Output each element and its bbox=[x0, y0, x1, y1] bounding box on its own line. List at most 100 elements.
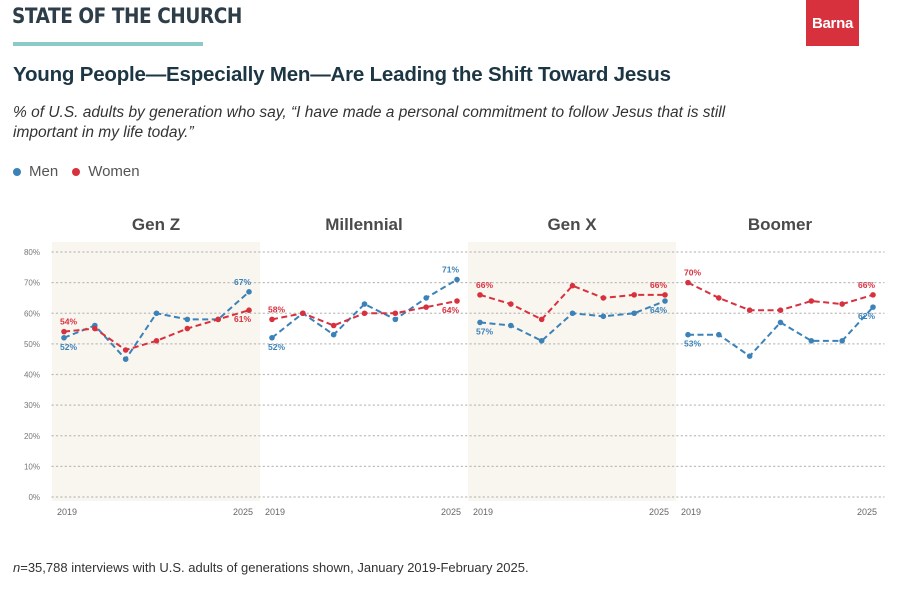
data-point-men bbox=[423, 295, 429, 301]
data-label-start-women: 54% bbox=[60, 317, 77, 327]
x-tick-label: 2019 bbox=[681, 507, 701, 517]
data-point-women bbox=[538, 316, 545, 323]
data-point-women bbox=[777, 307, 784, 313]
data-point-men bbox=[361, 301, 368, 307]
data-point-women bbox=[662, 292, 668, 298]
footnote: n=35,788 interviews with U.S. adults of … bbox=[13, 560, 529, 575]
data-label-end-men: 67% bbox=[234, 277, 251, 287]
data-point-men bbox=[269, 334, 275, 341]
data-point-women bbox=[569, 282, 576, 289]
data-point-men bbox=[631, 310, 637, 317]
series-line-women bbox=[687, 281, 874, 312]
data-label-end-men: 71% bbox=[442, 265, 459, 275]
chart-headline: Young People—Especially Men—Are Leading … bbox=[13, 63, 671, 86]
x-tick-label: 2025 bbox=[649, 507, 669, 517]
y-tick-label: 70% bbox=[24, 279, 40, 288]
y-tick-label: 50% bbox=[24, 340, 40, 349]
data-point-men bbox=[538, 338, 545, 344]
data-point-women bbox=[246, 307, 252, 313]
data-label-start-men: 52% bbox=[268, 342, 285, 352]
y-tick-label: 20% bbox=[24, 432, 40, 441]
data-point-women bbox=[61, 328, 67, 335]
data-point-men bbox=[662, 298, 668, 304]
data-point-men bbox=[122, 356, 129, 362]
data-label-end-women: 66% bbox=[650, 280, 667, 290]
data-point-women bbox=[423, 304, 429, 310]
barna-logo: Barna bbox=[806, 0, 859, 46]
data-point-men bbox=[746, 353, 753, 359]
footnote-n: n bbox=[13, 560, 21, 575]
x-tick-label: 2019 bbox=[473, 507, 493, 517]
data-label-end-men: 62% bbox=[858, 311, 875, 321]
series-line-men bbox=[271, 278, 458, 339]
y-tick-label: 30% bbox=[24, 401, 40, 410]
data-point-men bbox=[246, 289, 252, 295]
data-label-start-men: 57% bbox=[476, 326, 493, 336]
data-point-women bbox=[808, 298, 815, 304]
data-point-men bbox=[153, 310, 160, 317]
data-point-men bbox=[61, 334, 67, 341]
panel-shade-2 bbox=[468, 242, 676, 501]
y-tick-label: 80% bbox=[24, 248, 40, 257]
footnote-text: =35,788 interviews with U.S. adults of g… bbox=[20, 560, 529, 575]
data-point-women bbox=[215, 316, 221, 323]
data-point-women bbox=[746, 307, 753, 313]
chart-subtitle: % of U.S. adults by generation who say, … bbox=[13, 104, 726, 141]
data-point-men bbox=[777, 319, 784, 326]
legend-label-men: Men bbox=[29, 163, 59, 180]
panel-title: Gen Z bbox=[132, 215, 180, 234]
data-label-start-women: 70% bbox=[684, 268, 701, 278]
y-tick-label: 60% bbox=[24, 309, 40, 318]
data-point-men bbox=[870, 304, 876, 310]
data-label-end-women: 61% bbox=[234, 314, 251, 324]
data-point-women bbox=[454, 298, 460, 304]
data-label-start-men: 53% bbox=[684, 339, 701, 349]
legend-swatch-women bbox=[72, 167, 81, 176]
legend-item-men: Men bbox=[13, 163, 58, 180]
data-label-start-women: 58% bbox=[268, 304, 285, 314]
data-point-women bbox=[122, 347, 129, 353]
data-label-end-men: 64% bbox=[650, 305, 667, 315]
y-tick-label: 40% bbox=[24, 371, 40, 380]
data-point-women bbox=[300, 310, 306, 317]
data-point-men bbox=[330, 331, 337, 338]
data-label-start-men: 52% bbox=[60, 342, 77, 352]
y-tick-label: 10% bbox=[24, 462, 40, 471]
data-point-men bbox=[508, 322, 514, 329]
panel-title: Boomer bbox=[748, 215, 813, 234]
data-point-women bbox=[330, 322, 337, 329]
x-tick-label: 2025 bbox=[441, 507, 461, 517]
panel-title: Gen X bbox=[547, 215, 597, 234]
data-point-women bbox=[685, 279, 691, 286]
data-point-women bbox=[392, 310, 399, 317]
data-point-men bbox=[685, 331, 691, 338]
data-point-women bbox=[631, 292, 637, 298]
data-point-women bbox=[716, 295, 722, 301]
data-point-men bbox=[184, 316, 191, 323]
data-point-women bbox=[508, 301, 514, 307]
data-point-women bbox=[361, 310, 368, 317]
brand-underline bbox=[13, 42, 203, 46]
data-point-women bbox=[92, 325, 98, 332]
data-point-men bbox=[716, 331, 722, 338]
legend-item-women: Women bbox=[72, 163, 140, 180]
data-label-end-women: 64% bbox=[442, 305, 459, 315]
panel-shade-0 bbox=[52, 242, 260, 501]
x-tick-label: 2019 bbox=[265, 507, 285, 517]
data-point-women bbox=[269, 316, 275, 323]
brand-title: STATE OF THE CHURCH bbox=[12, 4, 242, 28]
data-point-women bbox=[184, 325, 191, 332]
data-point-women bbox=[600, 295, 607, 301]
data-point-women bbox=[477, 292, 483, 298]
y-tick-label: 0% bbox=[28, 493, 40, 502]
series-line-men bbox=[688, 306, 874, 358]
legend-label-women: Women bbox=[88, 163, 140, 180]
data-point-men bbox=[569, 310, 576, 317]
data-point-men bbox=[392, 316, 399, 323]
data-label-end-women: 66% bbox=[858, 280, 875, 290]
data-point-men bbox=[839, 338, 845, 344]
data-point-women bbox=[839, 301, 845, 307]
data-label-start-women: 66% bbox=[476, 280, 493, 290]
legend-swatch-men bbox=[13, 167, 21, 176]
